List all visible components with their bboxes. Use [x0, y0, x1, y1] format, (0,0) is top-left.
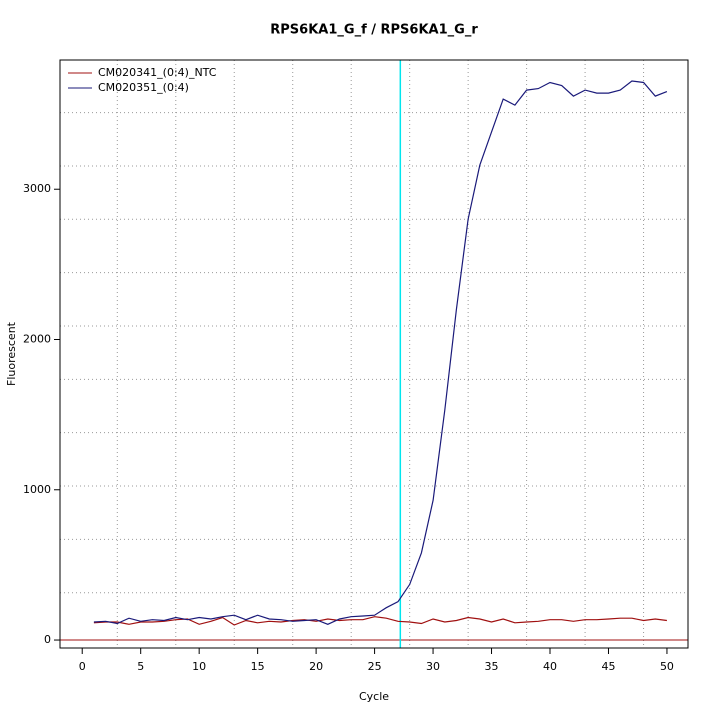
x-tick-label: 20 [309, 660, 323, 673]
y-tick-label: 1000 [23, 483, 51, 496]
x-tick-label: 30 [426, 660, 440, 673]
plot-frame [59, 59, 689, 649]
x-tick-label: 10 [192, 660, 206, 673]
x-tick-label: 5 [137, 660, 144, 673]
x-axis-label: Cycle [359, 690, 389, 703]
chart-title: RPS6KA1_G_f / RPS6KA1_G_r [270, 23, 478, 38]
legend-label: CM020341_(0:4)_NTC [98, 66, 217, 79]
y-tick-label: 3000 [23, 182, 51, 195]
y-axis-label: Fluorescent [5, 321, 18, 386]
x-tick-label: 35 [485, 660, 499, 673]
series-line [93, 80, 668, 625]
legend-label: CM020351_(0:4) [98, 81, 189, 94]
x-tick-label: 50 [660, 660, 674, 673]
x-tick-label: 45 [601, 660, 615, 673]
x-tick-label: 25 [368, 660, 382, 673]
x-tick-label: 15 [251, 660, 265, 673]
y-tick-label: 0 [44, 633, 51, 646]
x-tick-label: 40 [543, 660, 557, 673]
x-tick-label: 0 [79, 660, 86, 673]
y-tick-label: 2000 [23, 332, 51, 345]
